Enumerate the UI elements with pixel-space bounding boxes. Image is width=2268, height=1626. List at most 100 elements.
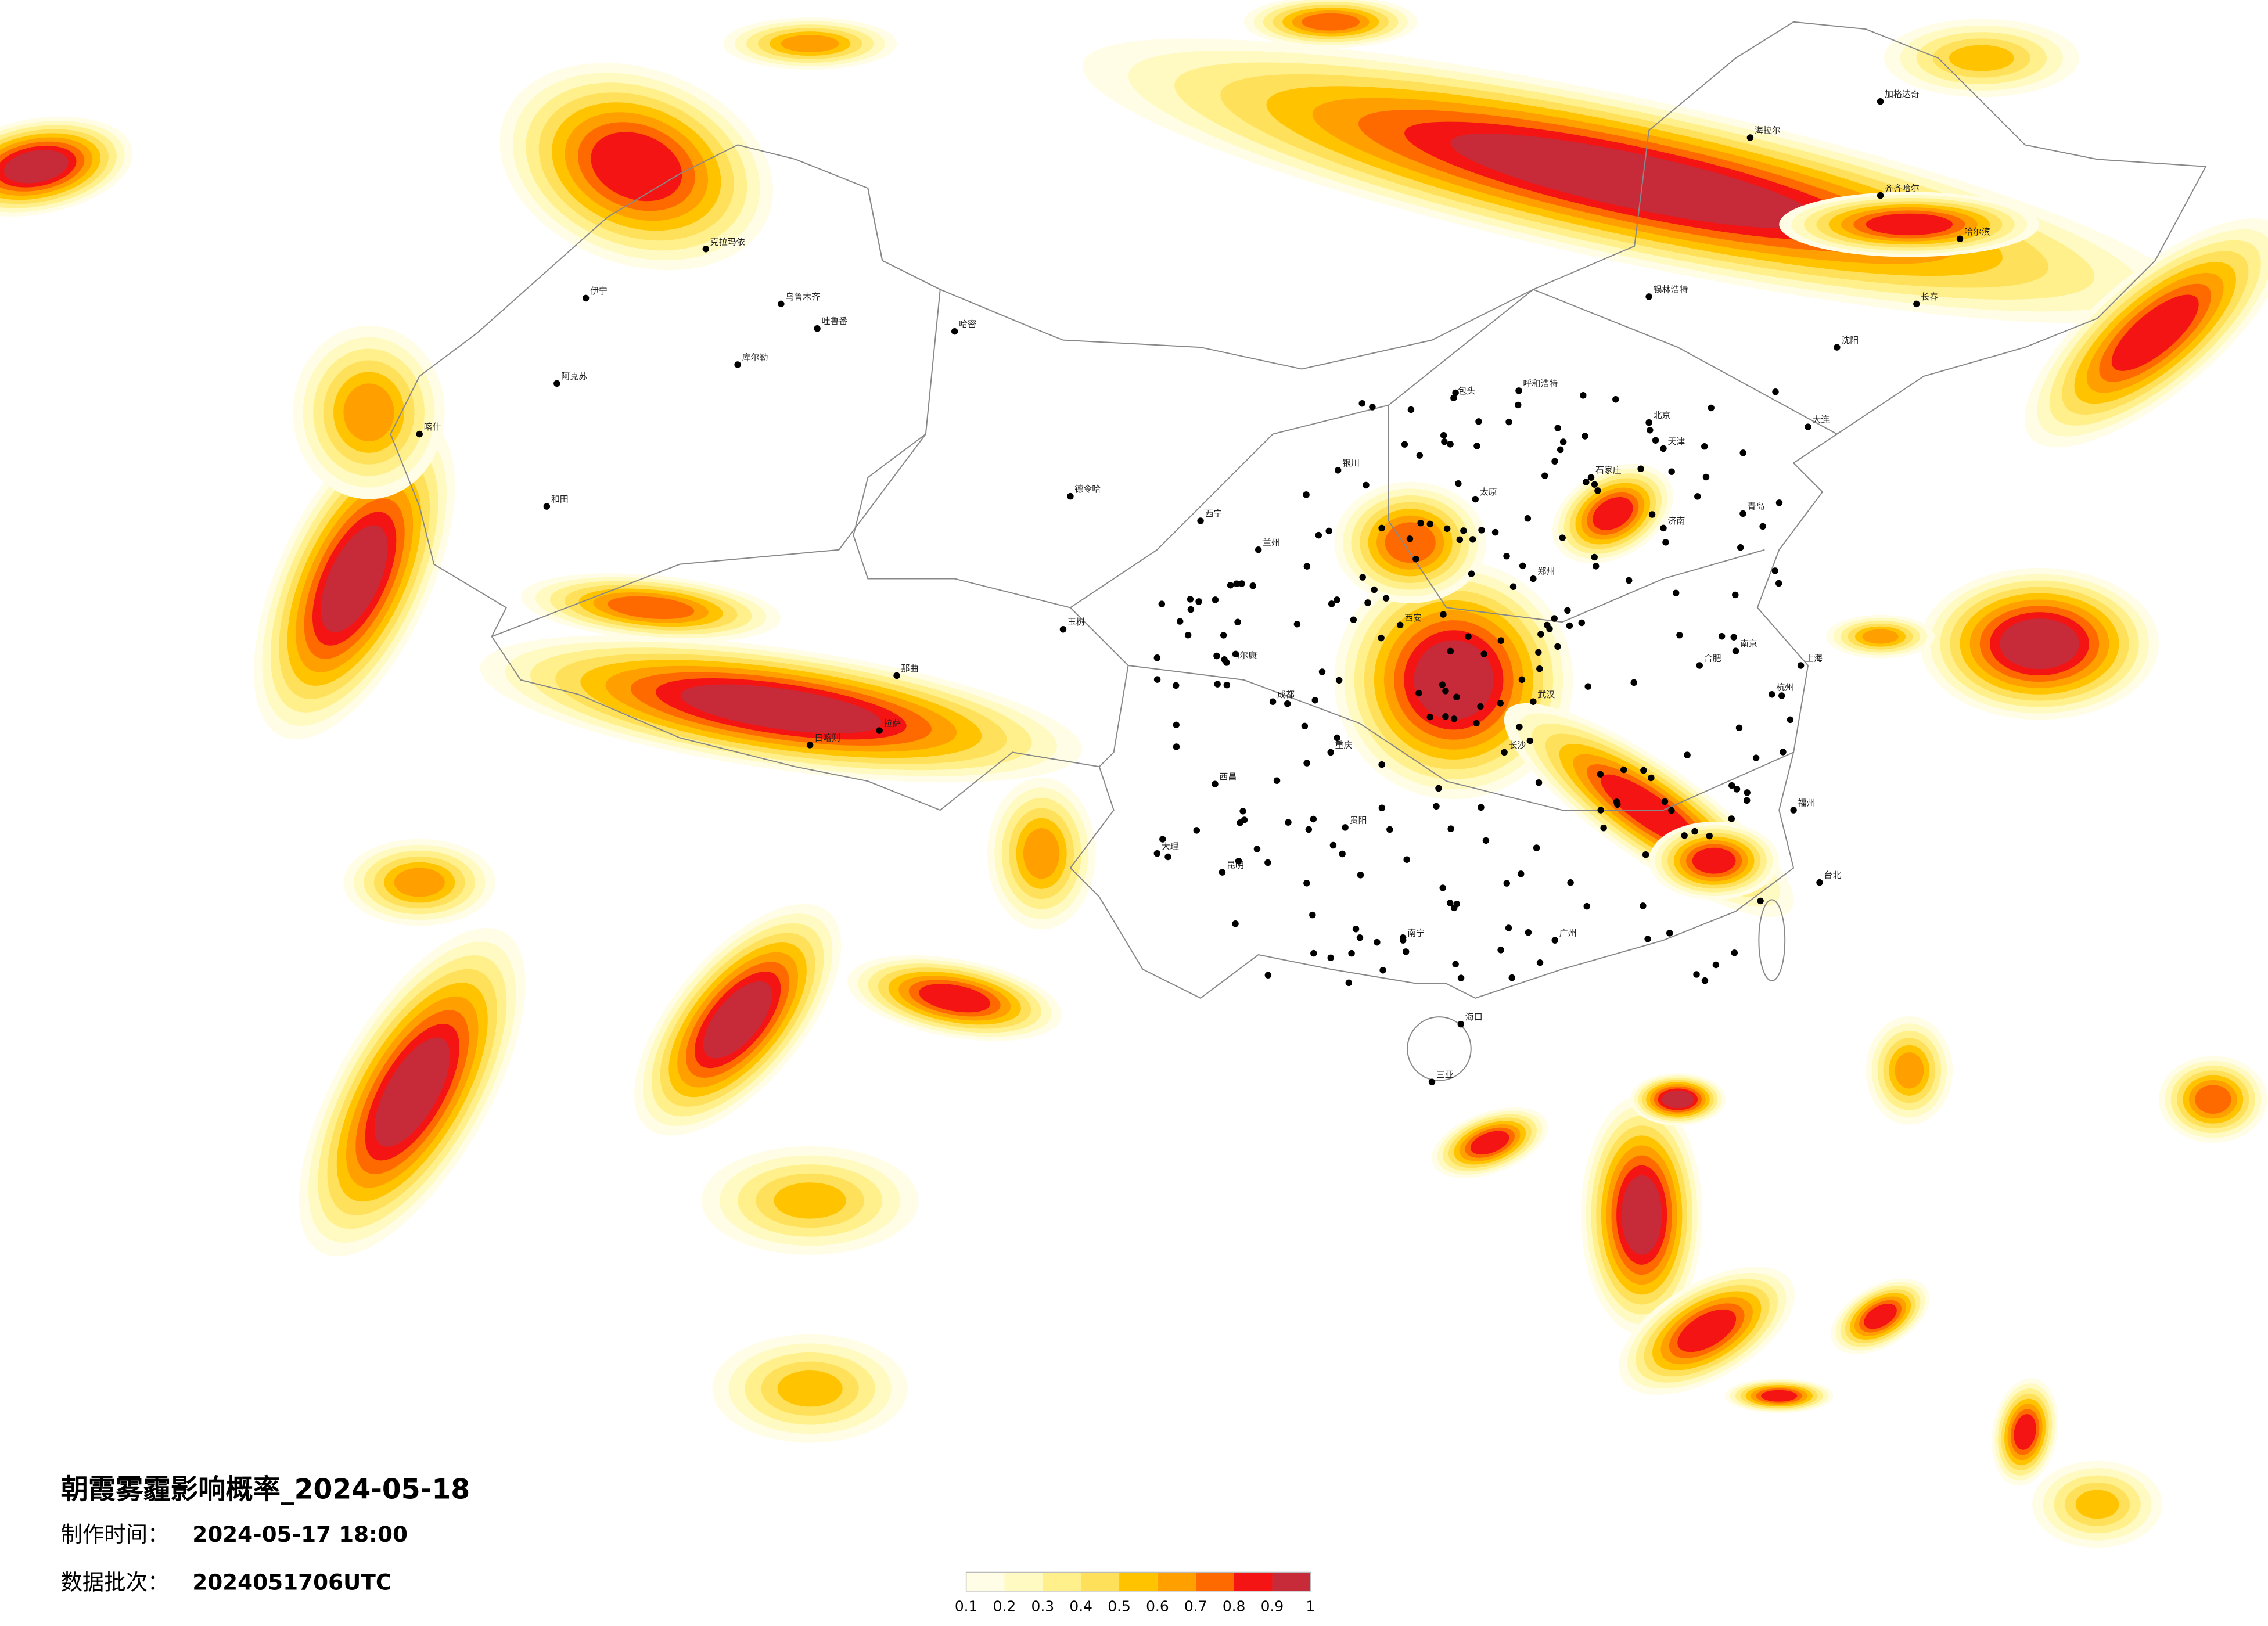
city-dot (1352, 926, 1360, 933)
city-dot (1187, 596, 1194, 603)
legend-tick-label: 0.1 (955, 1598, 978, 1615)
legend-swatch (966, 1572, 1005, 1591)
heat-patch (1470, 1131, 1509, 1155)
city-dot (1516, 724, 1523, 731)
city-dot (1647, 427, 1654, 434)
city-dot (1660, 524, 1667, 532)
city-dot (1233, 580, 1240, 587)
city-dot (1797, 662, 1805, 669)
city-dot (1457, 974, 1465, 981)
city-dot (1378, 634, 1385, 642)
city-dot (1172, 682, 1180, 689)
city-dot (1327, 954, 1334, 962)
city-dot (1701, 443, 1708, 450)
city-dot (1193, 827, 1201, 834)
legend-swatch (1272, 1572, 1311, 1591)
city-label: 武汉 (1537, 689, 1555, 700)
legend-swatch (1195, 1572, 1234, 1591)
city-dot (1612, 396, 1619, 403)
city-dot (1212, 780, 1219, 787)
heat-patch (1414, 640, 1494, 720)
borders (390, 21, 2207, 1081)
city-dot (1356, 934, 1364, 941)
city-label: 成都 (1277, 689, 1295, 700)
city-dot (1708, 404, 1715, 412)
city-dot (1551, 458, 1558, 465)
heatmap (0, 0, 2268, 1548)
city-label: 那曲 (901, 663, 919, 674)
legend-tick-label: 0.8 (1223, 1598, 1246, 1615)
city-dot (1505, 418, 1512, 426)
made-time-label: 制作时间： (61, 1521, 170, 1547)
title: 朝霞雾霾影响概率_2024-05-18 (61, 1473, 470, 1505)
city-dot (1684, 751, 1691, 758)
city-dot (1426, 520, 1434, 528)
city-dot (1159, 836, 1166, 843)
city-label: 玉树 (1067, 617, 1085, 627)
legend-tick-label: 0.5 (1108, 1598, 1131, 1615)
city-dot (1712, 961, 1720, 969)
city-dot (1403, 856, 1410, 863)
city-dot (1441, 438, 1448, 445)
city-dot (1536, 665, 1543, 672)
city-dot (1737, 544, 1744, 551)
city-dot (734, 361, 741, 368)
city-dot (1309, 911, 1316, 919)
city-label: 重庆 (1335, 740, 1353, 750)
legend-swatch (1157, 1572, 1196, 1591)
city-dot (1503, 880, 1511, 887)
city-dot (1600, 824, 1607, 832)
city-label: 呼和浩特 (1523, 378, 1558, 388)
city-label: 广州 (1559, 928, 1577, 938)
city-dot (1508, 974, 1515, 981)
heat-patch (1761, 1390, 1798, 1402)
city-dot (1239, 808, 1246, 815)
city-dot (1732, 647, 1739, 654)
city-dot (1407, 406, 1415, 413)
city-dot (1648, 774, 1655, 782)
city-dot (582, 294, 590, 302)
city-dot (1551, 937, 1558, 944)
city-dot (1465, 633, 1472, 640)
city-label: 德令哈 (1074, 484, 1101, 494)
city-dot (1348, 949, 1355, 957)
city-dot (1379, 966, 1386, 974)
heat-patch (774, 1182, 846, 1219)
city-dot (1733, 786, 1741, 793)
city-dot (1439, 884, 1446, 891)
city-label: 兰州 (1263, 537, 1280, 548)
city-dot (1739, 510, 1746, 517)
city-dot (1834, 344, 1841, 351)
city-dot (1357, 872, 1364, 879)
city-dot (1435, 785, 1442, 792)
city-dot (1440, 432, 1447, 439)
city-dot (1195, 598, 1202, 605)
batch: 2024051706UTC (192, 1569, 391, 1595)
city-dot (1457, 1020, 1465, 1028)
city-dot (1497, 700, 1504, 707)
legend-swatch (1081, 1572, 1120, 1591)
city-dot (1583, 902, 1590, 910)
heat-patch (1864, 1303, 1897, 1329)
heat-patch (2014, 1414, 2036, 1450)
city-dot (1374, 938, 1381, 946)
city-dot (1197, 517, 1204, 524)
city-dot (1153, 654, 1161, 661)
city-dot (1397, 621, 1404, 628)
city-dot (1728, 815, 1735, 822)
city-dot (1530, 575, 1537, 582)
heat-patch (1862, 629, 1899, 644)
city-dot (1645, 419, 1652, 426)
city-dot (1587, 474, 1595, 481)
city-dot (1406, 535, 1414, 542)
city-dot (1460, 527, 1467, 534)
city-dot (1475, 418, 1482, 425)
city-dot (1771, 567, 1778, 574)
city-dot (1805, 423, 1811, 430)
city-dot (1580, 392, 1587, 399)
city-dot (1693, 971, 1700, 978)
city-dot (1584, 683, 1591, 690)
city-dot (1378, 761, 1385, 768)
heat-patch (343, 383, 394, 441)
city-dot (1535, 649, 1542, 656)
